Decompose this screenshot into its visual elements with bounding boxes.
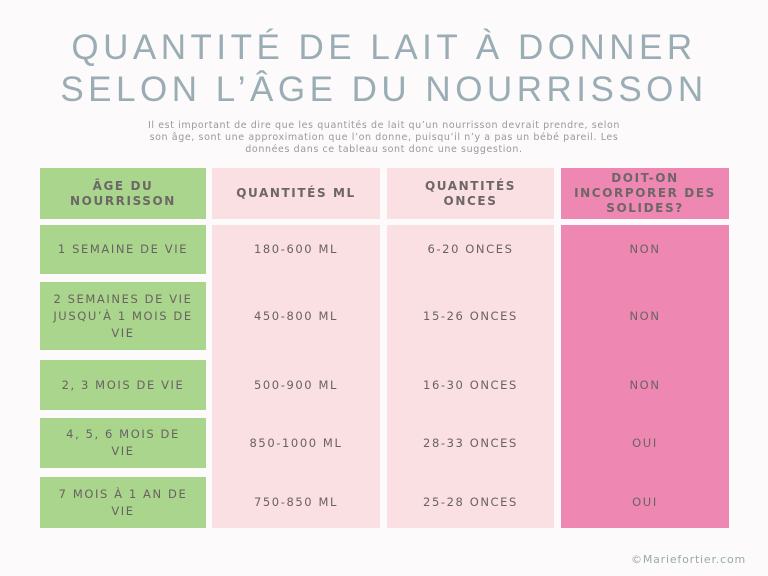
value-cell: OUI — [632, 495, 658, 509]
column-bg — [212, 225, 380, 528]
value-cell: 25-28 ONCES — [423, 495, 518, 509]
value-cell: NON — [629, 377, 661, 392]
value-cell: 850-1000 ML — [249, 435, 343, 450]
age-cell: 1 SEMAINE DE VIE — [40, 225, 206, 274]
value-cell: OUI — [632, 435, 658, 450]
value-cell: 6-20 ONCES — [427, 242, 514, 256]
column-header: QUANTITÉS ONCES — [387, 168, 554, 219]
column-header: DOIT-ON INCORPORER DES SOLIDES? — [561, 168, 729, 219]
value-cell: 500-900 ML — [253, 377, 339, 392]
value-cell: 750-850 ML — [253, 495, 339, 509]
column-header: QUANTITÉS ML — [212, 168, 380, 219]
column-header: ÂGE DU NOURRISSON — [40, 168, 206, 219]
age-cell: 2 SEMAINES DE VIE JUSQU’À 1 MOIS DE VIE — [40, 282, 206, 350]
value-cell: NON — [629, 242, 661, 256]
value-cell: 15-26 ONCES — [423, 308, 518, 323]
title-line: QUANTITÉ DE LAIT À DONNER — [71, 28, 697, 67]
value-cell: 28-33 ONCES — [423, 435, 518, 450]
column-bg — [561, 225, 729, 528]
value-cell: NON — [629, 308, 661, 323]
age-cell: 7 MOIS À 1 AN DE VIE — [40, 477, 206, 528]
age-cell: 2, 3 MOIS DE VIE — [40, 360, 206, 410]
intro-text: Il est important de dire que les quantit… — [147, 120, 621, 155]
credit: ©Mariefortier.com — [631, 553, 746, 566]
column-bg — [387, 225, 554, 528]
value-cell: 180-600 ML — [253, 242, 339, 256]
value-cell: 450-800 ML — [253, 308, 339, 323]
value-cell: 16-30 ONCES — [423, 377, 518, 392]
age-cell: 4, 5, 6 MOIS DE VIE — [40, 418, 206, 468]
title-line: SELON L’ÂGE DU NOURRISSON — [60, 70, 708, 109]
